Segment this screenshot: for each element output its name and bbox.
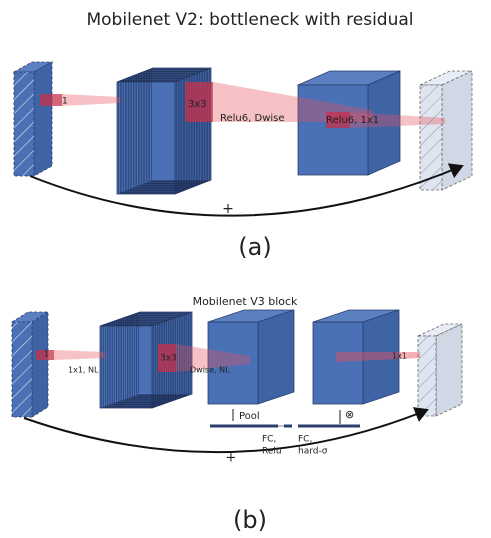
kernel-beam (62, 94, 120, 106)
label: 1x1 (392, 352, 407, 361)
label: Dwise, NL (190, 366, 230, 375)
label: 3x3 (160, 354, 177, 364)
label: Pool (239, 411, 260, 422)
box-front (117, 82, 175, 194)
title: Mobilenet V3 block (193, 295, 298, 308)
box-front (313, 322, 363, 404)
box-side (32, 312, 48, 417)
label: ⊗ (345, 408, 354, 421)
diagram: Mobilenet V2: bottleneck with residual 1… (0, 0, 491, 538)
label: Relu6, 1x1 (326, 115, 379, 126)
label: Relu6, Dwise (220, 113, 285, 124)
label: Relu (262, 447, 282, 457)
kernel-beam (54, 350, 105, 360)
residual-plus: + (222, 201, 234, 217)
title: Mobilenet V2: bottleneck with residual (86, 10, 413, 30)
box-front (298, 85, 368, 175)
hatching (418, 336, 436, 416)
label: 1 (62, 97, 68, 107)
box-side (34, 62, 52, 176)
box-side (258, 310, 294, 404)
caption: (a) (238, 233, 271, 261)
label: FC, (262, 435, 276, 445)
hatching (14, 72, 34, 176)
residual-plus: + (226, 451, 237, 466)
label: 1 (44, 350, 49, 359)
label: FC, (298, 435, 312, 445)
hatching (12, 322, 32, 417)
label: 3x3 (188, 99, 207, 110)
box-side (436, 324, 462, 416)
kernel (40, 94, 62, 106)
hatching (420, 85, 442, 190)
caption: (b) (233, 506, 267, 534)
label: hard-σ (298, 447, 328, 457)
residual-arc (30, 166, 462, 216)
residual-arc (24, 410, 427, 452)
label: 1x1, NL (68, 366, 99, 375)
